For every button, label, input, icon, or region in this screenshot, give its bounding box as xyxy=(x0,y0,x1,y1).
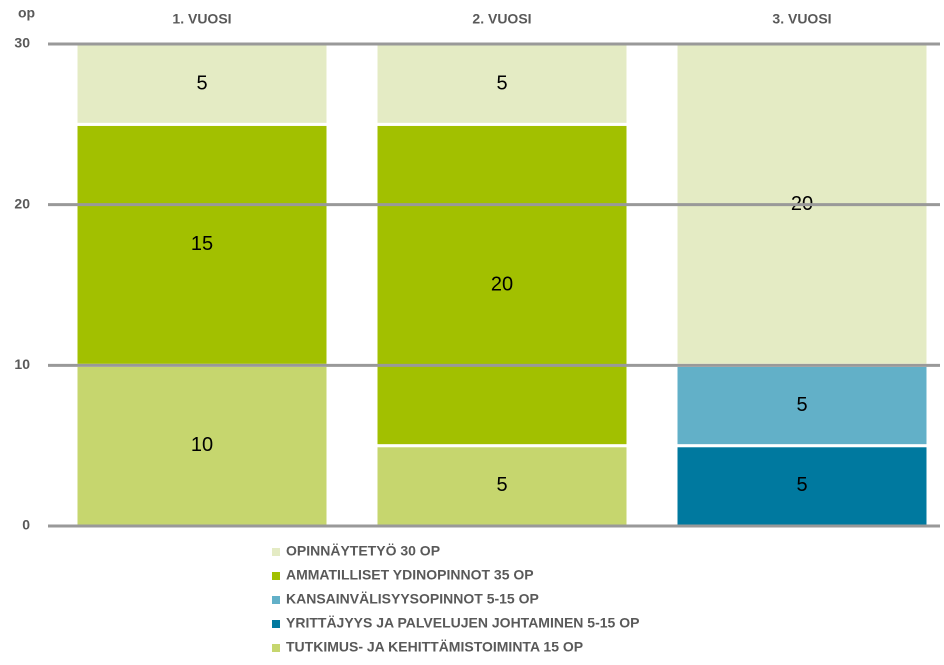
bar-segment xyxy=(374,444,630,528)
legend-swatch xyxy=(272,596,280,604)
legend-swatch xyxy=(272,620,280,628)
y-tick-label: 10 xyxy=(14,356,30,372)
y-tick-label: 0 xyxy=(22,517,30,533)
y-tick-label: 30 xyxy=(14,35,30,51)
bar-segment xyxy=(674,363,930,448)
legend-swatch xyxy=(272,548,280,556)
y-tick-label: 20 xyxy=(14,195,30,211)
data-label: 5 xyxy=(796,394,807,416)
legend-swatch xyxy=(272,572,280,580)
category-label: 1. VUOSI xyxy=(172,11,231,27)
legend-swatch xyxy=(272,644,280,652)
data-label: 10 xyxy=(191,434,213,456)
legend-label: OPINNÄYTETYÖ 30 OP xyxy=(286,543,440,559)
bar-segment xyxy=(74,122,330,367)
data-label: 5 xyxy=(796,474,807,496)
data-label: 5 xyxy=(496,474,507,496)
y-axis-label: op xyxy=(18,5,35,21)
category-label: 3. VUOSI xyxy=(772,11,831,27)
legend-label: YRITTÄJYYS JA PALVELUJEN JOHTAMINEN 5-15… xyxy=(286,615,639,631)
data-label: 20 xyxy=(491,273,513,295)
legend-label: KANSAINVÄLISYYSOPINNOT 5-15 OP xyxy=(286,591,539,607)
data-label: 5 xyxy=(496,72,507,94)
legend-label: AMMATILLISET YDINOPINNOT 35 OP xyxy=(286,567,534,583)
bar-segment xyxy=(374,42,630,126)
category-label: 2. VUOSI xyxy=(472,11,531,27)
bar-segment xyxy=(374,122,630,448)
data-label: 5 xyxy=(196,72,207,94)
legend-label: TUTKIMUS- JA KEHITTÄMISTOIMINTA 15 OP xyxy=(286,639,583,655)
bar-segment xyxy=(74,363,330,528)
data-label: 15 xyxy=(191,233,213,255)
